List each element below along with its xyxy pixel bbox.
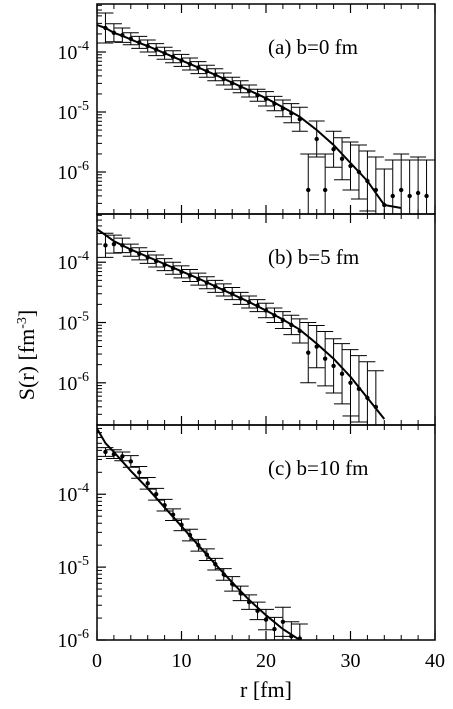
y-tick-label: 10-6 xyxy=(57,370,89,395)
y-tick-base: 10 xyxy=(57,630,77,652)
data-point xyxy=(348,380,353,385)
y-tick-exponent: -4 xyxy=(77,249,89,264)
y-tick-exponent: -6 xyxy=(77,370,89,385)
x-tick-label: 10 xyxy=(172,650,192,672)
y-tick-base: 10 xyxy=(57,42,77,64)
data-point xyxy=(145,481,150,486)
y-tick-label: 10-4 xyxy=(57,481,89,506)
panel-0: 10-410-510-6(a) b=0 fm xyxy=(57,3,436,215)
y-tick-exponent: -5 xyxy=(77,554,89,569)
panel-plot-area xyxy=(97,228,386,425)
data-point xyxy=(314,136,319,142)
panel-plot-area xyxy=(97,428,308,640)
y-tick-base: 10 xyxy=(57,313,77,335)
panel-plot-area xyxy=(97,12,435,214)
y-tick-exponent: -6 xyxy=(77,627,89,642)
data-point xyxy=(272,626,277,632)
panel-2: 10-410-510-60 10 20 30 40(c) b=10 fm xyxy=(57,424,445,672)
data-point xyxy=(263,617,269,622)
y-tick-label: 10-4 xyxy=(57,249,89,274)
x-tick-label: 30 xyxy=(341,650,361,672)
x-axis-label: r [fm] xyxy=(240,677,292,702)
panel-frame xyxy=(96,213,436,426)
y-tick-exponent: -4 xyxy=(77,481,89,496)
data-point xyxy=(339,156,345,161)
y-axis-label-close: ] xyxy=(14,310,39,317)
y-tick-label: 10-6 xyxy=(57,159,89,184)
model-curve xyxy=(97,24,402,209)
data-point xyxy=(339,371,345,376)
data-point xyxy=(137,470,142,475)
data-point xyxy=(424,193,429,199)
y-tick-label: 10-6 xyxy=(57,627,89,652)
y-tick-label: 10-4 xyxy=(57,39,89,64)
data-point xyxy=(322,356,328,361)
y-axis-label: S(r) [fm-3] xyxy=(14,310,39,400)
panel-label: (b) b=5 fm xyxy=(268,245,359,269)
y-tick-exponent: -6 xyxy=(77,159,89,174)
data-point xyxy=(103,449,108,455)
model-curve xyxy=(97,428,303,640)
data-point xyxy=(331,363,336,369)
data-point xyxy=(399,187,404,193)
panel-frame xyxy=(96,424,436,641)
data-point xyxy=(331,147,336,152)
x-tick-label: 0 xyxy=(92,650,102,672)
y-tick-label: 10-5 xyxy=(57,554,89,579)
model-curve xyxy=(97,228,386,420)
data-point xyxy=(306,187,311,193)
y-tick-exponent: -5 xyxy=(77,310,89,325)
y-tick-exponent: -5 xyxy=(77,99,89,114)
panel-1: 10-410-510-6(b) b=5 fm xyxy=(57,213,436,426)
y-tick-label: 10-5 xyxy=(57,310,89,335)
y-tick-base: 10 xyxy=(57,557,77,579)
y-tick-exponent: -4 xyxy=(77,39,89,54)
data-point xyxy=(120,454,125,459)
y-axis-label-sup: -3 xyxy=(15,317,30,329)
y-tick-base: 10 xyxy=(57,484,77,506)
data-point xyxy=(322,187,328,193)
x-tick-label: 40 xyxy=(425,650,445,672)
y-tick-label: 10-5 xyxy=(57,99,89,124)
y-axis-label-main: S(r) [fm xyxy=(14,329,39,400)
y-tick-base: 10 xyxy=(57,252,77,274)
y-tick-base: 10 xyxy=(57,162,77,184)
data-point xyxy=(306,350,311,355)
y-tick-base: 10 xyxy=(57,102,77,124)
panel-label: (c) b=10 fm xyxy=(268,456,368,480)
data-point xyxy=(111,241,117,247)
y-tick-base: 10 xyxy=(57,373,77,395)
data-point xyxy=(415,190,421,196)
data-point xyxy=(407,193,412,199)
data-point xyxy=(390,193,395,199)
data-point xyxy=(103,243,108,248)
data-point xyxy=(128,459,133,464)
data-point xyxy=(280,619,286,624)
x-tick-label: 20 xyxy=(256,650,276,672)
panel-label: (a) b=0 fm xyxy=(268,35,358,59)
